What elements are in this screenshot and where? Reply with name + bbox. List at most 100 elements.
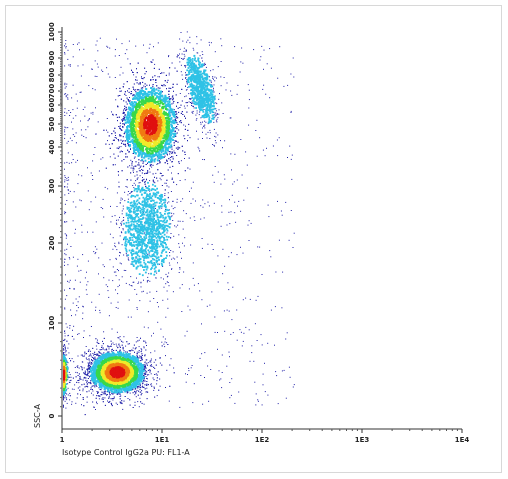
event-dot — [64, 65, 66, 67]
event-dot — [169, 98, 171, 100]
event-dot — [168, 74, 170, 76]
event-dot — [291, 178, 293, 180]
event-dot — [130, 356, 133, 359]
event-dot — [68, 110, 70, 111]
event-dot — [86, 271, 87, 273]
event-dot — [73, 325, 75, 327]
event-dot — [184, 154, 186, 155]
event-dot — [178, 129, 180, 131]
event-dot — [69, 65, 71, 67]
event-dot — [99, 355, 101, 357]
event-dot — [229, 117, 231, 119]
event-dot — [133, 171, 134, 173]
event-dot — [88, 368, 90, 370]
event-dot — [201, 51, 203, 53]
event-dot — [189, 137, 191, 139]
event-dot — [240, 331, 242, 333]
event-dot — [66, 402, 68, 404]
event-dot — [185, 72, 186, 74]
event-dot — [86, 359, 88, 360]
event-dot — [88, 372, 90, 374]
event-dot — [121, 129, 123, 131]
event-dot — [197, 283, 199, 285]
event-dot — [214, 116, 216, 118]
event-dot — [114, 127, 116, 129]
event-dot — [68, 162, 70, 164]
event-dot — [146, 345, 147, 346]
event-dot — [139, 300, 141, 302]
event-dot — [124, 53, 126, 55]
event-dot — [223, 77, 225, 78]
event-dot — [93, 354, 94, 356]
event-dot — [69, 392, 71, 394]
event-dot — [245, 297, 247, 299]
event-dot — [146, 281, 148, 283]
event-dot — [83, 377, 85, 379]
event-dot — [128, 388, 130, 391]
event-dot — [220, 225, 222, 227]
event-dot — [92, 113, 94, 115]
event-dot — [112, 164, 114, 166]
event-dot — [79, 91, 81, 93]
event-dot — [119, 350, 121, 352]
event-dot — [180, 32, 182, 33]
event-dot — [68, 179, 70, 181]
event-dot — [248, 220, 250, 222]
event-dot — [93, 384, 95, 386]
event-dot — [212, 174, 214, 176]
event-dot — [183, 47, 185, 49]
event-dot — [200, 39, 202, 41]
event-dot — [182, 40, 184, 42]
event-dot — [87, 167, 88, 169]
event-dot — [69, 358, 71, 359]
event-dot — [260, 334, 262, 336]
event-dot — [135, 76, 137, 78]
event-dot — [117, 307, 119, 309]
event-dot — [152, 79, 154, 81]
event-dot — [108, 386, 111, 389]
event-dot — [125, 252, 127, 254]
event-dot — [64, 93, 66, 95]
event-dot — [172, 251, 174, 253]
event-dot — [230, 153, 232, 155]
event-dot — [143, 377, 145, 379]
event-dot — [136, 79, 138, 81]
event-dot — [134, 384, 137, 387]
event-dot — [122, 118, 124, 120]
event-dot — [261, 274, 263, 275]
event-dot — [83, 383, 85, 385]
event-dot — [133, 74, 135, 76]
event-dot — [111, 393, 113, 395]
event-dot — [213, 87, 214, 89]
event-dot — [67, 176, 69, 178]
event-dot — [108, 401, 110, 403]
event-dot — [168, 201, 170, 203]
event-dot — [214, 316, 216, 318]
event-dot — [103, 277, 105, 279]
event-dot — [113, 271, 115, 273]
event-dot — [95, 358, 97, 360]
event-dot — [157, 76, 159, 78]
event-dot — [120, 390, 123, 392]
event-dot — [106, 118, 108, 119]
event-dot — [217, 171, 219, 173]
event-dot — [79, 49, 80, 51]
event-dot — [158, 306, 159, 308]
event-dot — [174, 119, 176, 121]
event-dot — [165, 208, 166, 210]
event-dot — [103, 331, 105, 333]
event-dot — [186, 330, 188, 332]
event-dot — [124, 124, 125, 126]
event-dot — [149, 365, 151, 367]
event-dot — [146, 391, 148, 393]
event-dot — [168, 96, 170, 97]
event-dot — [164, 189, 166, 191]
event-dot — [80, 269, 82, 271]
event-dot — [108, 279, 110, 281]
event-dot — [92, 389, 93, 390]
event-dot — [115, 289, 116, 291]
event-dot — [87, 368, 89, 370]
event-dot — [223, 310, 225, 312]
event-dot — [64, 249, 66, 251]
event-dot — [144, 355, 146, 357]
